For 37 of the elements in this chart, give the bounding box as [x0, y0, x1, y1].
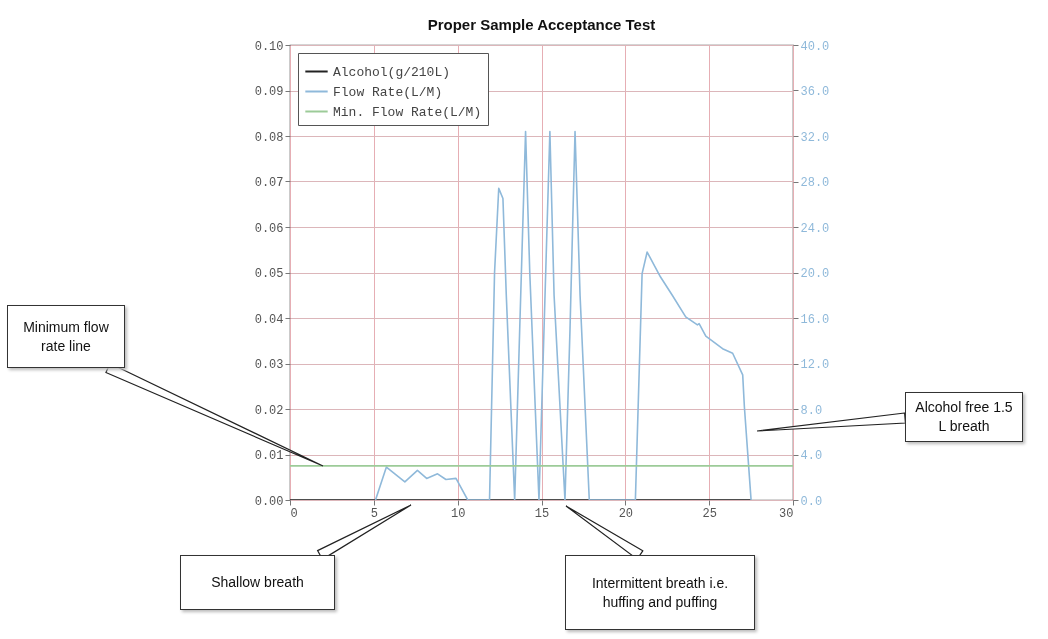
- x-tick-label: 15: [534, 506, 550, 521]
- x-tick-label: 10: [450, 506, 466, 521]
- x-tick-label: 25: [702, 506, 717, 521]
- y2-tick-label: 28.0: [800, 176, 830, 190]
- y2-tick-label: 32.0: [800, 130, 830, 145]
- y-tick-label: 0.02: [254, 403, 284, 418]
- y-tick-label: 0.03: [254, 358, 284, 372]
- y-tick-label: 0.06: [254, 221, 284, 236]
- y2-tick-label: 20.0: [800, 267, 830, 281]
- legend-label: Alcohol(g/210L): [333, 64, 451, 80]
- callout-box: Shallow breath: [180, 555, 335, 610]
- x-tick-label: 5: [370, 506, 378, 521]
- x-tick-label: 30: [779, 506, 794, 521]
- legend-label: Flow Rate(L/M): [333, 84, 443, 100]
- y2-tick-label: 12.0: [800, 358, 830, 372]
- y2-tick-label: 24.0: [800, 221, 830, 236]
- y-tick-label: 0.08: [254, 130, 284, 145]
- x-tick-label: 20: [618, 506, 634, 521]
- y2-tick-label: 36.0: [800, 85, 830, 99]
- callout-box: Alcohol free 1.5 L breath: [905, 392, 1023, 442]
- y-tick-label: 0.10: [254, 39, 284, 54]
- x-tick-label: 0: [290, 506, 298, 521]
- line-series: [374, 130, 752, 500]
- y-tick-label: 0.09: [254, 85, 284, 99]
- callout-box: Minimum flow rate line: [7, 305, 125, 368]
- y2-tick-label: 8.0: [800, 403, 823, 418]
- y-tick-label: 0.01: [254, 449, 284, 463]
- y-tick-label: 0.00: [254, 494, 284, 509]
- y2-tick-label: 0.0: [800, 494, 823, 509]
- y2-tick-label: 4.0: [800, 449, 823, 463]
- legend-label: Min. Flow Rate(L/M): [333, 104, 482, 120]
- y-tick-label: 0.05: [254, 267, 284, 281]
- y2-tick-label: 16.0: [800, 312, 830, 327]
- y-tick-label: 0.04: [254, 312, 284, 327]
- chart-title: Proper Sample Acceptance Test: [427, 16, 656, 33]
- y2-tick-label: 40.0: [800, 39, 830, 54]
- y-tick-label: 0.07: [254, 176, 284, 190]
